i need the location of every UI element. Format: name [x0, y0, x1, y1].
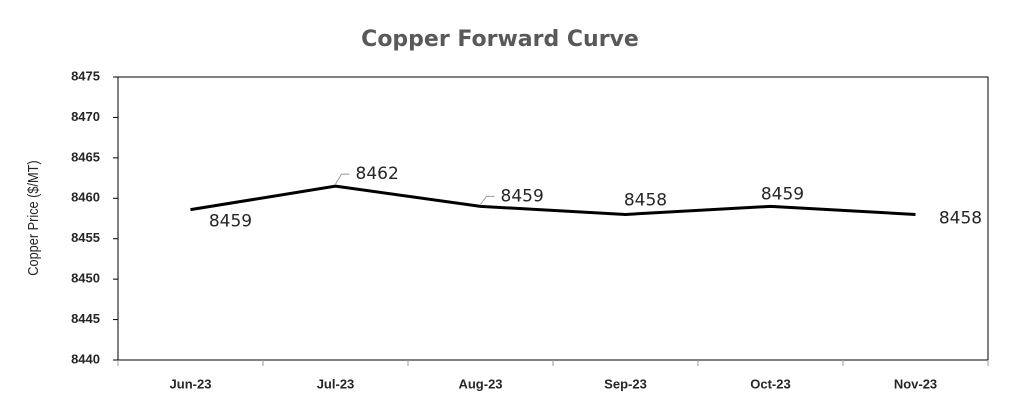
leader-line [480, 195, 495, 205]
chart-title: Copper Forward Curve [361, 27, 639, 52]
y-tick-label: 8455 [71, 230, 100, 245]
y-tick-label: 8475 [71, 68, 100, 83]
y-tick-label: 8465 [71, 149, 100, 164]
line [190, 184, 916, 216]
leader-line [335, 173, 350, 185]
x-tick-label: Jul-23 [317, 376, 355, 391]
y-axis-label: Copper Price ($/MT) [24, 160, 41, 275]
data-label: 8462 [356, 164, 399, 184]
y-tick-label: 8460 [71, 190, 100, 205]
x-tick-label: Oct-23 [750, 376, 790, 391]
x-tick-label: Nov-23 [894, 376, 937, 391]
data-label: 8458 [624, 190, 667, 210]
x-tick-label: Sep-23 [604, 376, 647, 391]
data-label: 8459 [209, 212, 252, 232]
y-tick-label: 8440 [71, 351, 100, 366]
data-label: 8459 [761, 184, 804, 204]
x-tick-label: Aug-23 [458, 376, 502, 391]
data-label: 8459 [501, 186, 544, 206]
y-tick-label: 8450 [71, 271, 100, 286]
x-tick-label: Jun-23 [170, 376, 212, 391]
y-tick-label: 8445 [71, 311, 100, 326]
y-tick-label: 8470 [71, 109, 100, 124]
data-label: 8458 [939, 208, 982, 228]
